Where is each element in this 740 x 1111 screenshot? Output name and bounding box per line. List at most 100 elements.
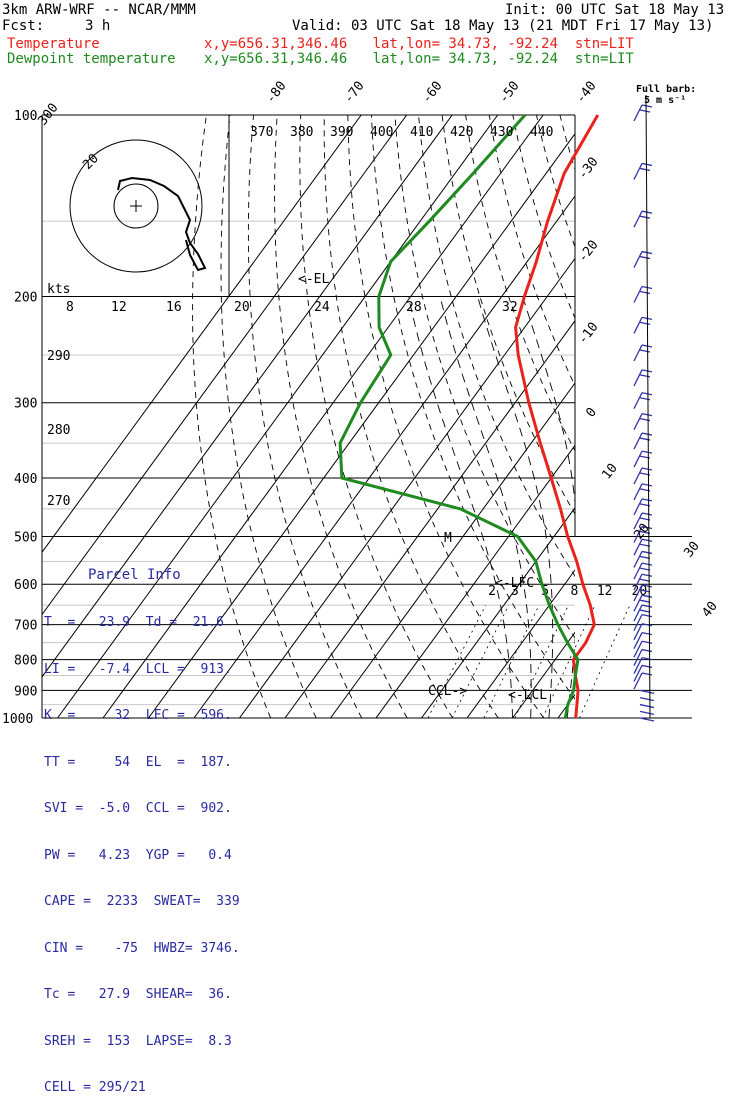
wind-barb-flag: [642, 370, 652, 372]
isotherm: [285, 115, 725, 718]
isotherm-label: 30: [681, 539, 702, 561]
dry-adiabat: [678, 115, 740, 718]
parcel-info-row: TT = 54 EL = 187.: [44, 755, 236, 771]
mixing-ratio-line: [452, 605, 509, 718]
wind-barb-flag: [642, 673, 652, 675]
temperature-profile: [516, 115, 598, 718]
wind-barb-flag: [642, 563, 652, 565]
theta-label: 400: [370, 125, 393, 140]
dry-adiabat: [654, 115, 740, 718]
dry-adiabat: [560, 115, 740, 718]
wind-barb-flag: [642, 615, 652, 617]
hodograph-speed-label: 8: [66, 300, 74, 315]
pressure-tick-label: 200: [14, 291, 37, 306]
isotherm: [331, 115, 740, 718]
theta-label: 410: [410, 125, 433, 140]
wind-barb-flag: [642, 484, 652, 486]
pressure-tick-label: 800: [14, 654, 37, 669]
theta-label: 300: [35, 101, 61, 129]
wind-barb-flag: [640, 610, 650, 612]
wind-barb: [634, 665, 642, 681]
dry-adiabat: [371, 115, 589, 718]
hodograph-speed-label: 28: [406, 300, 422, 315]
dry-adiabat: [701, 115, 740, 718]
theta-label: 270: [47, 494, 70, 509]
isotherm: [422, 115, 740, 718]
dry-adiabat: [725, 115, 740, 718]
parcel-info-row: CAPE = 2233 SWEAT= 339: [44, 894, 236, 910]
isotherm-label: -70: [341, 79, 367, 107]
wind-barb-flag: [642, 633, 652, 635]
wind-barb-flag: [640, 292, 650, 294]
wind-barb: [634, 633, 642, 649]
wind-barb-legend-value: 5 m s⁻¹: [644, 95, 686, 106]
pressure-tick-label: 500: [14, 530, 37, 545]
wind-barb: [634, 673, 642, 689]
hodograph-trace: [118, 178, 205, 270]
isotherm-label: -30: [575, 155, 601, 183]
parcel-info-title: Parcel Info: [44, 567, 236, 584]
isotherm-label: -10: [575, 320, 601, 348]
dry-adiabat: [466, 115, 740, 718]
dry-adiabat: [324, 115, 498, 718]
isotherm-label: 10: [599, 461, 620, 483]
wind-barb: [634, 650, 642, 666]
wind-barb-flag: [640, 110, 650, 112]
level-marker: <-LCL: [508, 688, 547, 703]
theta-label: 430: [490, 125, 513, 140]
dry-adiabats: [193, 115, 740, 718]
wind-barb-flag: [642, 641, 652, 643]
wind-barb-flag: [642, 345, 652, 347]
wind-barb-flag: [642, 393, 652, 395]
wind-barb-flag: [642, 433, 652, 435]
pressure-tick-label: 400: [14, 472, 37, 487]
wind-barb: [634, 345, 642, 361]
parcel-info-row: PW = 4.23 YGP = 0.4: [44, 848, 236, 864]
wind-barb-flag: [642, 551, 652, 553]
wind-barb: [640, 705, 654, 708]
isotherm-label: 40: [699, 599, 720, 621]
theta-label: 390: [330, 125, 353, 140]
level-marker: CCL->: [428, 684, 467, 699]
isotherm: [604, 115, 740, 718]
isotherm-label: -50: [496, 79, 522, 107]
wind-barb: [634, 370, 642, 386]
wind-barb-flag: [642, 163, 652, 165]
dry-adiabat: [489, 115, 740, 718]
parcel-info-row: SVI = -5.0 CCL = 902.: [44, 801, 236, 817]
wind-barb: [634, 433, 642, 449]
dry-adiabat: [442, 115, 726, 718]
wind-barb-flag: [640, 398, 650, 400]
hodograph-kts-label: kts: [47, 282, 70, 297]
wind-barb-flag: [642, 468, 652, 470]
wind-barb: [634, 468, 642, 484]
wind-barb: [634, 641, 642, 657]
wind-barb: [634, 451, 642, 467]
mixing-ratio-line: [580, 605, 630, 718]
pressure-tick-label: 300: [14, 397, 37, 412]
isotherm-label: 20: [631, 521, 652, 543]
wind-barb-flag: [640, 600, 650, 602]
wind-barb-flag: [642, 414, 652, 416]
isotherm: [240, 115, 680, 718]
parcel-info-row: CELL = 295/21: [44, 1080, 236, 1096]
wind-barb-legend-title: Full barb:: [636, 84, 696, 95]
isotherm-label: -60: [419, 79, 445, 107]
moist-adiabat: [478, 297, 553, 719]
wind-barb: [634, 317, 642, 333]
wind-barb: [640, 698, 654, 701]
moist-adiabat: [576, 297, 608, 719]
isotherm: [649, 115, 740, 718]
theta-label: 380: [290, 125, 313, 140]
hodograph-ring-label: 20: [80, 151, 102, 173]
parcel-info-panel: Parcel Info T = 23.9 Td = 21.6 LI = -7.4…: [44, 536, 236, 1111]
wind-barb-flag: [640, 322, 650, 324]
dry-adiabat: [536, 115, 740, 718]
hodograph-speed-label: 32: [502, 300, 518, 315]
hodograph-speed-label: 12: [111, 300, 127, 315]
wind-barb-flag: [640, 216, 650, 218]
wind-barb: [634, 393, 642, 409]
dry-adiabat: [607, 115, 740, 718]
wind-barb: [634, 624, 642, 640]
wind-barb: [634, 499, 642, 515]
